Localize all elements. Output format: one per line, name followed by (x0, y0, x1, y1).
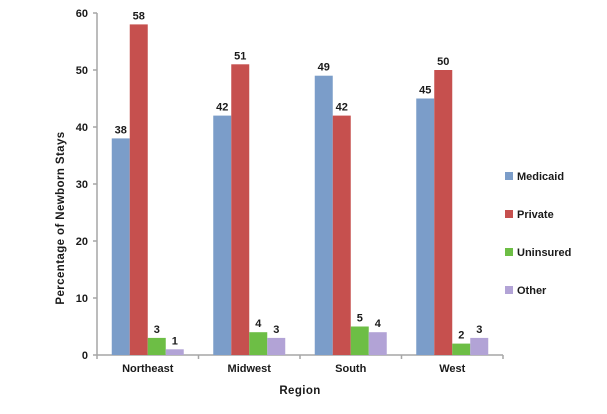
bar-medicaid-midwest (213, 115, 232, 355)
legend-label-other: Other (517, 285, 547, 297)
y-tick-label: 30 (76, 179, 88, 191)
data-label-other-northeast: 1 (172, 335, 178, 347)
x-axis-title: Region (279, 385, 320, 397)
data-label-uninsured-south: 5 (357, 313, 363, 325)
bar-private-west (434, 70, 453, 355)
bar-uninsured-midwest (249, 332, 268, 355)
y-tick-label: 40 (76, 122, 88, 134)
legend-label-medicaid: Medicaid (517, 171, 564, 183)
category-label-midwest: Midwest (228, 363, 272, 375)
data-label-other-midwest: 3 (273, 324, 279, 336)
category-label-south: South (335, 363, 366, 375)
data-label-uninsured-northeast: 3 (154, 324, 160, 336)
category-label-west: West (439, 363, 465, 375)
legend-swatch-medicaid-icon (505, 172, 513, 180)
y-tick-label: 0 (82, 350, 88, 362)
bar-medicaid-northeast (111, 138, 130, 355)
y-tick-label: 50 (76, 65, 88, 77)
bar-private-south (332, 115, 351, 355)
bar-medicaid-west (416, 98, 435, 355)
legend-label-private: Private (517, 209, 554, 221)
bar-uninsured-northeast (147, 337, 166, 355)
data-label-medicaid-northeast: 38 (115, 124, 127, 136)
legend-label-uninsured: Uninsured (517, 247, 571, 259)
data-label-uninsured-midwest: 4 (255, 318, 262, 330)
data-label-medicaid-midwest: 42 (216, 102, 228, 114)
category-label-northeast: Northeast (122, 363, 174, 375)
data-label-other-west: 3 (476, 324, 482, 336)
data-label-private-northeast: 58 (133, 10, 145, 22)
bar-uninsured-west (452, 343, 471, 355)
bar-other-south (368, 332, 387, 355)
y-tick-label: 60 (76, 8, 88, 20)
bar-uninsured-south (350, 326, 369, 355)
y-tick-label: 20 (76, 236, 88, 248)
bar-other-west (470, 337, 489, 355)
legend-swatch-other-icon (505, 286, 513, 294)
bar-medicaid-south (314, 75, 333, 355)
data-label-other-south: 4 (375, 318, 382, 330)
bar-private-midwest (231, 64, 250, 356)
data-label-medicaid-west: 45 (419, 85, 431, 97)
data-label-private-south: 42 (336, 102, 348, 114)
bar-private-northeast (129, 24, 148, 356)
data-label-uninsured-west: 2 (458, 330, 464, 342)
data-label-private-west: 50 (437, 56, 449, 68)
bar-other-northeast (165, 349, 184, 355)
legend-swatch-private-icon (505, 210, 513, 218)
bar-other-midwest (267, 337, 286, 355)
data-label-private-midwest: 51 (234, 50, 246, 62)
y-tick-label: 10 (76, 293, 88, 305)
legend-swatch-uninsured-icon (505, 248, 513, 256)
y-axis-title: Percentage of Newborn Stays (55, 131, 67, 304)
data-label-medicaid-south: 49 (318, 62, 330, 74)
